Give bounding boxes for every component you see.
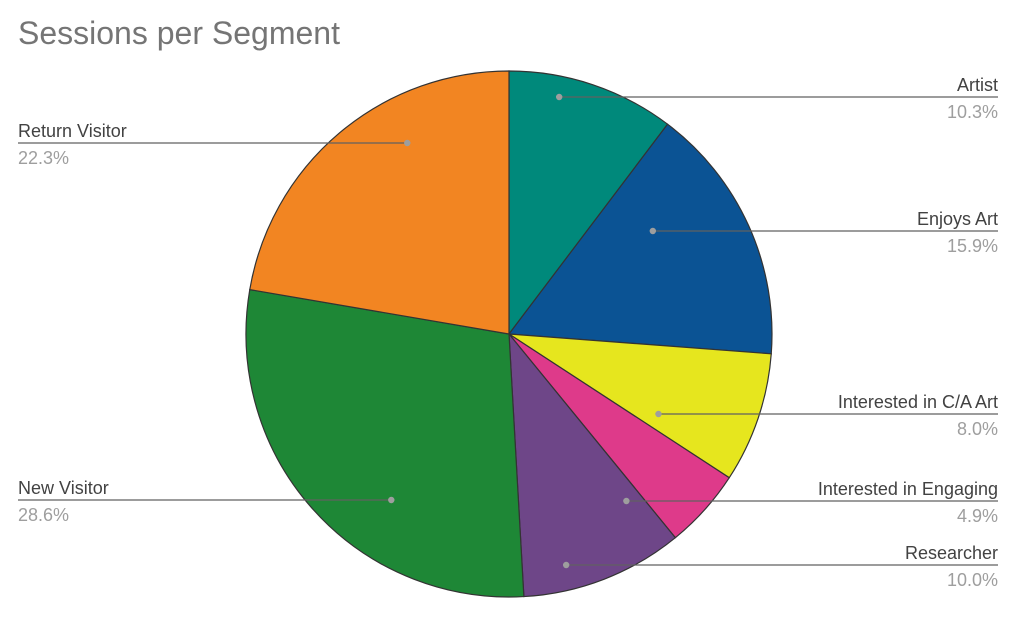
pie-slice-interested-in-c-a-art[interactable] [508,333,772,479]
slice-percent-researcher: 10.0% [947,570,998,590]
slice-percent-interested-in-c-a-art: 8.0% [957,419,998,439]
pie-slices [245,70,773,598]
pie-slice-researcher[interactable] [508,332,677,598]
slice-percent-enjoys-art: 15.9% [947,236,998,256]
pie-slice-return-visitor[interactable] [249,70,510,335]
pie-slice-new-visitor[interactable] [245,288,525,598]
slice-percent-artist: 10.3% [947,102,998,122]
slice-percent-interested-in-engaging: 4.9% [957,506,998,526]
chart-title: Sessions per Segment [18,15,340,51]
pie-slice-artist[interactable] [508,70,669,336]
slice-label-new-visitor: New Visitor [18,478,109,498]
slice-percent-new-visitor: 28.6% [18,505,69,525]
slice-labels: Artist 10.3% Enjoys Art 15.9% Interested in … [18,75,998,590]
slice-label-return-visitor: Return Visitor [18,121,127,141]
leader-dot-artist [555,93,563,101]
slice-label-enjoys-art: Enjoys Art [917,209,998,229]
leader-dot-return-visitor [404,139,411,147]
slice-label-researcher: Researcher [905,543,998,563]
leader-dot-interested-in-c-a-art [655,410,662,418]
slice-label-interested-in-engaging: Interested in Engaging [818,479,998,499]
leader-dot-enjoys-art [649,227,657,235]
slice-label-artist: Artist [957,75,998,95]
slice-label-interested-in-c-a-art: Interested in C/A Art [838,392,998,412]
slice-percent-return-visitor: 22.3% [18,148,69,168]
leader-dot-interested-in-engaging [623,497,630,505]
leader-dot-new-visitor [388,496,395,504]
leader-dot-researcher [562,561,570,569]
pie-slice-enjoys-art[interactable] [507,123,773,355]
